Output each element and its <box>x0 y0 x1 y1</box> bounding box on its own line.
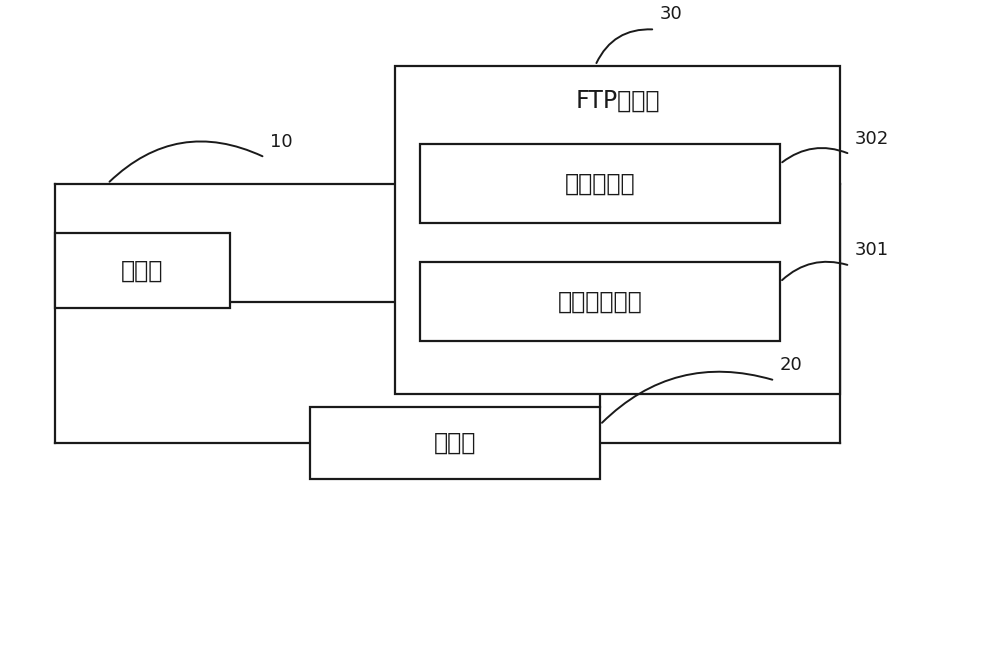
Text: 30: 30 <box>660 5 683 23</box>
Bar <box>420 262 780 341</box>
Text: 客户端: 客户端 <box>121 258 164 283</box>
Text: 服务端: 服务端 <box>434 431 476 455</box>
Text: FTP服务器: FTP服务器 <box>575 89 660 113</box>
Text: 10: 10 <box>270 133 293 151</box>
Bar <box>310 407 600 479</box>
Text: 请求确认模块: 请求确认模块 <box>558 290 642 314</box>
Text: 301: 301 <box>855 241 889 259</box>
Bar <box>395 66 840 394</box>
Bar <box>55 233 230 308</box>
Text: 302: 302 <box>855 130 889 148</box>
Text: 20: 20 <box>780 356 803 374</box>
Bar <box>420 144 780 223</box>
Text: 下载数据库: 下载数据库 <box>565 172 635 195</box>
